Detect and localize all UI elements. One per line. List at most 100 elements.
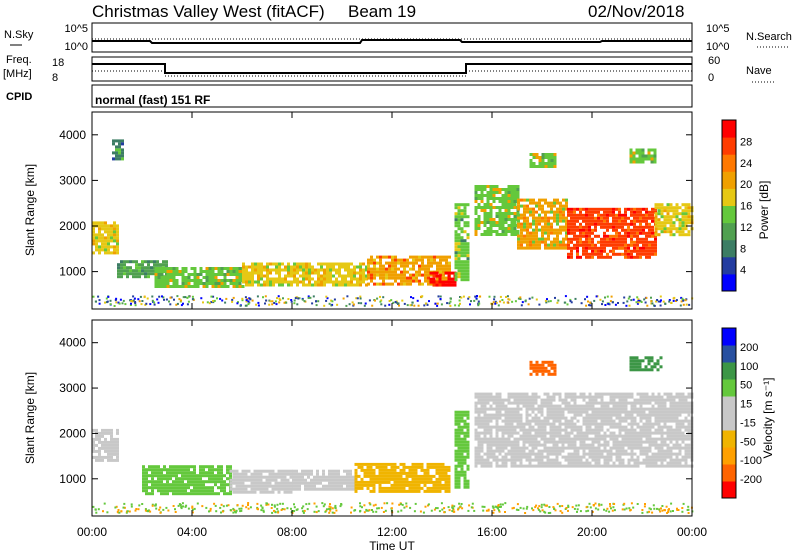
heatmap-cell bbox=[507, 203, 511, 206]
heatmap-cell bbox=[516, 416, 520, 420]
heatmap-cell bbox=[648, 422, 652, 426]
heatmap-cell bbox=[612, 207, 615, 211]
freq-tick-bottom: 8 bbox=[52, 72, 58, 84]
heatmap-cell bbox=[544, 240, 547, 244]
heatmap-cell bbox=[532, 243, 535, 247]
heatmap-cell bbox=[350, 283, 353, 287]
heatmap-cell bbox=[609, 434, 613, 438]
heatmap-cell bbox=[254, 280, 257, 284]
heatmap-cell bbox=[169, 489, 172, 493]
heatmap-cell bbox=[630, 219, 633, 223]
heatmap-cell bbox=[549, 398, 553, 402]
heatmap-cell bbox=[175, 273, 179, 276]
heatmap-cell bbox=[627, 458, 631, 462]
heatmap-cell bbox=[302, 274, 305, 278]
heatmap-cell bbox=[606, 219, 609, 223]
heatmap-cell bbox=[526, 219, 529, 223]
heatmap-cell bbox=[220, 477, 223, 481]
heatmap-cell bbox=[362, 262, 365, 266]
heatmap-cell bbox=[510, 410, 514, 414]
heatmap-cell bbox=[532, 231, 535, 235]
heatmap-cell bbox=[350, 262, 353, 266]
heatmap-cell bbox=[633, 416, 637, 420]
heatmap-cell bbox=[415, 270, 418, 274]
heatmap-cell bbox=[504, 428, 508, 432]
heatmap-cell bbox=[235, 469, 239, 473]
heatmap-cell bbox=[582, 455, 586, 459]
heatmap-cell bbox=[313, 475, 316, 479]
heatmap-cell bbox=[457, 452, 461, 456]
heatmap-cell bbox=[492, 437, 496, 441]
heatmap-cell bbox=[376, 261, 379, 265]
heatmap-cell bbox=[501, 425, 505, 429]
heatmap-cell bbox=[486, 230, 490, 233]
heatmap-cell bbox=[570, 213, 573, 217]
heatmap-cell bbox=[193, 273, 197, 276]
heatmap-cell bbox=[657, 425, 661, 429]
heatmap-cell bbox=[450, 283, 454, 287]
heatmap-cell bbox=[354, 462, 358, 466]
heatmap-cell bbox=[660, 221, 664, 225]
heatmap-cell bbox=[223, 474, 226, 478]
heatmap-cell bbox=[627, 297, 630, 300]
heatmap-cell bbox=[544, 237, 547, 241]
heatmap-cell bbox=[600, 416, 604, 420]
heatmap-cell bbox=[268, 299, 271, 302]
heatmap-cell bbox=[310, 472, 313, 476]
heatmap-cell bbox=[633, 228, 636, 232]
heatmap-cell bbox=[432, 462, 436, 466]
heatmap-cell bbox=[525, 428, 529, 432]
heatmap-cell bbox=[426, 489, 430, 493]
heatmap-cell bbox=[474, 407, 478, 411]
heatmap-cell bbox=[564, 440, 568, 444]
heatmap-cell bbox=[287, 271, 290, 275]
heatmap-cell bbox=[597, 446, 601, 450]
heatmap-cell bbox=[382, 279, 385, 283]
heatmap-cell bbox=[196, 477, 199, 481]
heatmap-cell bbox=[454, 278, 458, 282]
heatmap-cell bbox=[550, 246, 553, 250]
heatmap-cell bbox=[666, 461, 670, 465]
heatmap-cell bbox=[112, 157, 115, 161]
heatmap-cell bbox=[579, 428, 583, 432]
heatmap-cell bbox=[562, 246, 565, 250]
heatmap-cell bbox=[642, 207, 645, 211]
heatmap-cell bbox=[110, 449, 113, 453]
heatmap-cell bbox=[245, 277, 248, 281]
heatmap-cell bbox=[190, 477, 193, 481]
heatmap-cell bbox=[166, 480, 169, 484]
heatmap-cell bbox=[562, 213, 565, 217]
heatmap-cell bbox=[112, 142, 115, 146]
heatmap-cell bbox=[669, 431, 673, 435]
heatmap-cell bbox=[504, 440, 508, 444]
heatmap-cell bbox=[366, 483, 370, 487]
colorbar-segment bbox=[722, 256, 736, 275]
heatmap-cell bbox=[196, 480, 199, 484]
heatmap-cell bbox=[543, 446, 547, 450]
heatmap-cell bbox=[504, 404, 508, 408]
heatmap-cell bbox=[450, 297, 452, 300]
heatmap-cell bbox=[543, 425, 547, 429]
heatmap-cell bbox=[272, 283, 275, 287]
heatmap-cell bbox=[606, 416, 610, 420]
heatmap-cell bbox=[396, 477, 400, 481]
heatmap-cell bbox=[232, 296, 235, 299]
heatmap-cell bbox=[591, 449, 595, 453]
heatmap-cell bbox=[541, 237, 544, 241]
heatmap-cell bbox=[527, 303, 530, 306]
heatmap-cell bbox=[654, 419, 658, 423]
heatmap-cell bbox=[320, 262, 323, 266]
heatmap-cell bbox=[645, 464, 649, 468]
heatmap-cell bbox=[504, 227, 508, 230]
heatmap-cell bbox=[144, 269, 147, 273]
heatmap-cell bbox=[145, 302, 148, 305]
heatmap-cell bbox=[293, 277, 296, 281]
heatmap-cell bbox=[256, 475, 260, 479]
heatmap-cell bbox=[335, 277, 338, 281]
heatmap-cell bbox=[205, 492, 208, 496]
heatmap-cell bbox=[588, 443, 592, 447]
heatmap-cell bbox=[669, 461, 673, 465]
heatmap-cell bbox=[570, 222, 573, 226]
heatmap-cell bbox=[549, 431, 553, 435]
heatmap-cell bbox=[633, 216, 636, 220]
